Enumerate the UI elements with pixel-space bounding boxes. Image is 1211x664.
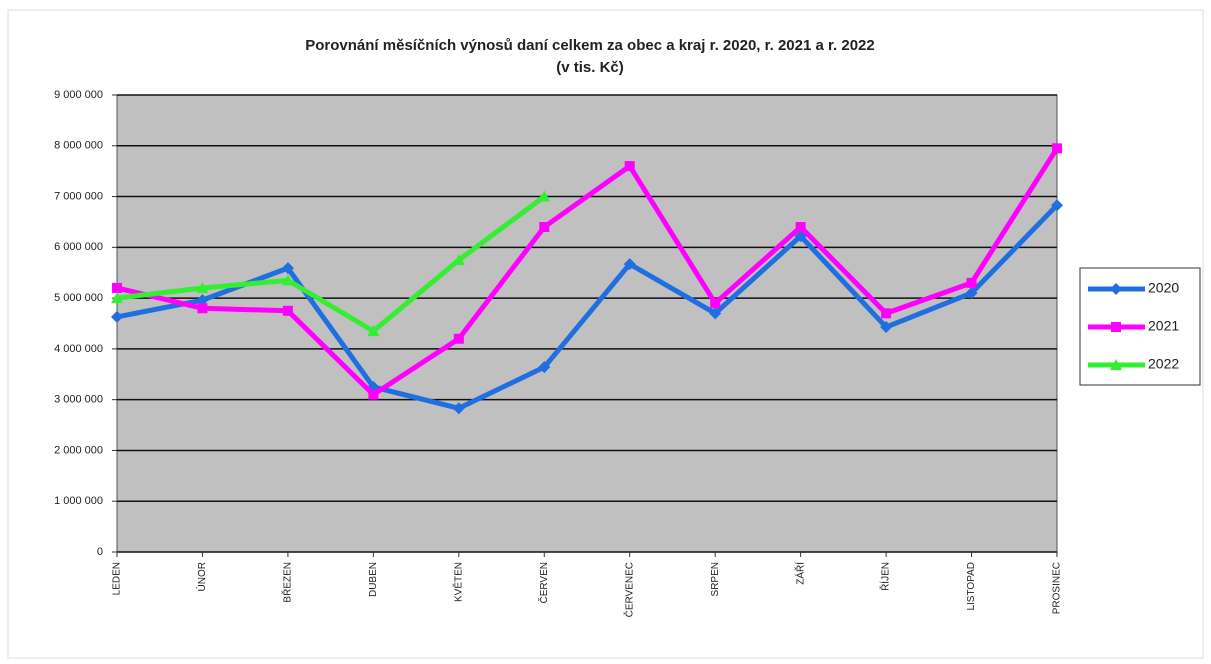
legend-label: 2020 bbox=[1148, 280, 1179, 296]
y-tick-label: 3 000 000 bbox=[54, 394, 103, 406]
marker bbox=[709, 307, 722, 320]
x-tick-label: ZÁŘÍ bbox=[793, 562, 806, 585]
marker bbox=[1052, 143, 1062, 154]
marker bbox=[112, 282, 122, 293]
marker bbox=[1110, 283, 1122, 295]
marker bbox=[452, 254, 465, 266]
marker bbox=[795, 222, 806, 233]
marker bbox=[881, 308, 892, 319]
marker bbox=[453, 333, 464, 344]
x-tick-label: LEDEN bbox=[112, 562, 123, 595]
y-tick-label: 8 000 000 bbox=[54, 140, 103, 152]
x-tick-label: ČERVENEC bbox=[622, 562, 635, 617]
marker bbox=[623, 258, 636, 271]
x-tick-label: SRPEN bbox=[710, 562, 721, 596]
y-tick-label: 5 000 000 bbox=[54, 292, 103, 304]
marker bbox=[452, 402, 465, 415]
y-tick-label: 0 bbox=[97, 546, 103, 558]
marker bbox=[282, 305, 293, 316]
x-tick-label: ČERVEN bbox=[537, 562, 550, 604]
x-tick-label: LISTOPAD bbox=[966, 562, 977, 611]
x-tick-label: BŘEZEN bbox=[281, 562, 294, 603]
marker bbox=[111, 292, 123, 304]
marker bbox=[624, 161, 635, 172]
y-tick-label: 4 000 000 bbox=[54, 343, 103, 355]
marker bbox=[538, 361, 551, 374]
marker bbox=[1111, 322, 1121, 332]
legend-label: 2022 bbox=[1148, 356, 1179, 372]
marker bbox=[368, 389, 379, 400]
marker bbox=[197, 303, 208, 314]
marker bbox=[196, 294, 209, 307]
marker bbox=[710, 298, 721, 309]
y-tick-label: 2 000 000 bbox=[54, 444, 103, 456]
x-tick-label: DUBEN bbox=[368, 562, 379, 597]
chart-title: Porovnání měsíčních výnosů daní celkem z… bbox=[305, 37, 874, 54]
marker bbox=[367, 325, 380, 337]
y-tick-label: 6 000 000 bbox=[54, 241, 103, 253]
marker bbox=[880, 321, 893, 334]
x-tick-label: ŘÍJEN bbox=[879, 562, 892, 591]
marker bbox=[965, 287, 978, 300]
marker bbox=[1110, 359, 1122, 370]
legend-label: 2021 bbox=[1148, 318, 1179, 334]
chart-subtitle: (v tis. Kč) bbox=[556, 59, 624, 76]
series-line bbox=[116, 203, 1059, 411]
y-tick-label: 9 000 000 bbox=[54, 89, 103, 101]
marker bbox=[966, 277, 977, 288]
marker bbox=[281, 262, 294, 275]
x-tick-label: ÚNOR bbox=[195, 562, 208, 591]
marker bbox=[196, 281, 209, 293]
x-tick-label: PROSINEC bbox=[1052, 562, 1063, 614]
marker bbox=[1051, 199, 1063, 212]
plot-area bbox=[116, 94, 1058, 553]
y-tick-label: 1 000 000 bbox=[54, 495, 103, 507]
series-line bbox=[116, 146, 1060, 398]
y-tick-label: 7 000 000 bbox=[54, 190, 103, 202]
x-tick-label: KVĚTEN bbox=[451, 562, 464, 602]
series-line bbox=[116, 194, 546, 334]
marker bbox=[539, 222, 550, 233]
marker bbox=[538, 190, 551, 202]
marker bbox=[281, 274, 294, 286]
marker bbox=[111, 310, 123, 323]
